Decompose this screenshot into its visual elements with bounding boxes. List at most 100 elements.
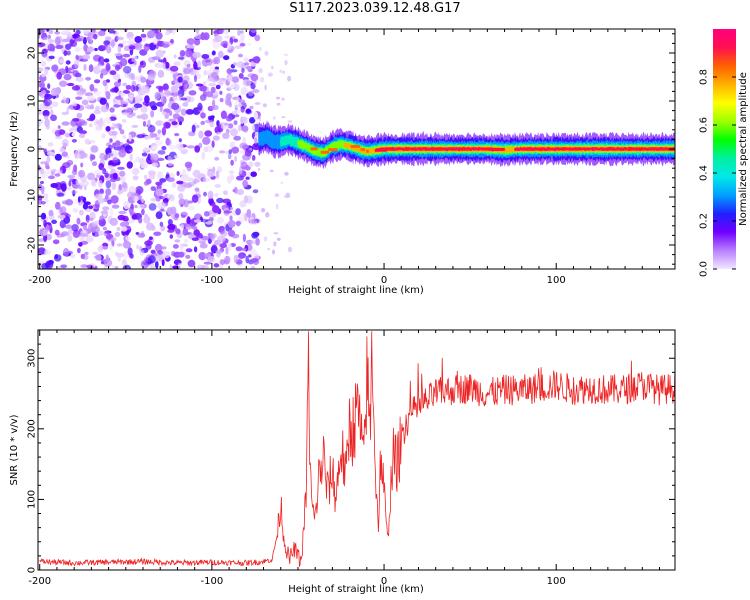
spectrogram-noise-cell <box>262 103 267 108</box>
spectrogram-noise-cell <box>99 190 105 195</box>
spectrogram-noise-cell <box>125 236 131 241</box>
spectrogram-noise-cell <box>155 85 164 90</box>
spectrogram-noise-cell <box>85 76 92 81</box>
spectrogram-ridge-peak <box>377 148 387 152</box>
spectrogram-noise-cell <box>185 109 194 115</box>
spectrogram-noise-cell <box>109 207 114 216</box>
spectrogram-noise-cell <box>46 155 51 164</box>
spectrogram-noise-cell <box>233 254 238 264</box>
spectrogram-ridge-peak <box>555 147 567 151</box>
spectrogram-noise-cell <box>282 70 286 74</box>
colorbar-tick-label: 0.0 <box>699 261 710 277</box>
spectrogram-ridge-peak <box>328 148 338 152</box>
spectrogram-noise-cell <box>44 249 51 256</box>
spectrogram-noise-cell <box>136 204 145 209</box>
spectrogram-noise-cell <box>115 140 121 147</box>
spectrogram-noise-cell <box>200 112 206 119</box>
spectrogram-y-axis-label: Frequency (Hz) <box>9 111 20 187</box>
spectrogram-noise-cell <box>38 238 45 242</box>
spectrogram-noise-cell <box>205 59 211 63</box>
spectrogram-noise-cell <box>155 260 159 269</box>
spectrogram-noise-cell <box>219 259 226 265</box>
spectrogram-noise-cell <box>170 39 174 44</box>
spectrogram-noise-cell <box>65 29 71 32</box>
spectrogram-noise-cell <box>43 219 47 227</box>
colorbar-scale <box>713 29 736 269</box>
spectrogram-noise-cell <box>68 180 72 187</box>
spectrogram-noise-cell <box>147 119 151 128</box>
spectrogram-noise-cell <box>83 63 87 71</box>
spectrogram-noise-cell <box>112 157 119 164</box>
spectrogram-noise-cell <box>252 56 261 64</box>
spectrogram-noise-cell <box>57 214 66 219</box>
spectrogram-noise-cell <box>173 54 177 59</box>
spectrogram-noise-cell <box>191 237 199 241</box>
spectrogram-noise-cell <box>251 124 255 132</box>
spectrogram-noise-cell <box>87 172 95 181</box>
spectrogram-noise-cell <box>99 152 106 160</box>
spectrogram-noise-cell <box>54 153 62 161</box>
spectrogram-noise-cell <box>110 195 119 204</box>
spectrogram-noise-cell <box>111 87 119 93</box>
spectrogram-noise-cell <box>154 29 159 34</box>
spectrogram-noise-cell <box>44 93 50 98</box>
spectrogram-noise-cell <box>43 115 49 120</box>
spectrogram-noise-cell <box>149 263 155 269</box>
spectrogram-noise-cell <box>185 48 193 58</box>
spectrogram-noise-cell <box>166 177 175 183</box>
spectrogram-noise-cell <box>180 173 190 182</box>
spectrogram-noise-cell <box>271 249 276 255</box>
spectrogram-noise-cell <box>235 208 241 216</box>
spectrogram-noise-cell <box>169 65 179 72</box>
spectrogram-noise-cell <box>118 149 127 158</box>
spectrogram-noise-cell <box>72 101 78 107</box>
spectrogram-noise-cell <box>71 190 78 194</box>
spectrogram-noise-cell <box>226 128 230 134</box>
spectrogram-noise-cell <box>177 76 183 83</box>
spectrogram-noise-cell <box>227 123 234 129</box>
spectrogram-noise-cell <box>246 65 252 70</box>
spectrogram-noise-cell <box>203 191 207 197</box>
spectrogram-noise-cell <box>258 68 263 74</box>
spectrogram-noise-cell <box>158 195 164 200</box>
spectrogram-noise-cell <box>133 103 143 109</box>
spectrogram-noise-cell <box>161 41 170 49</box>
spectrogram-noise-cell <box>77 119 86 126</box>
snr-plot-area <box>38 330 675 570</box>
spectrogram-noise-cell <box>81 99 89 106</box>
spectrogram-noise-cell <box>160 225 166 232</box>
spectrogram-noise-cell <box>63 50 68 56</box>
spectrogram-noise-cell <box>238 124 242 132</box>
spectrogram-ridge-peak <box>404 147 414 151</box>
spectrogram-noise-cell <box>128 134 132 142</box>
spectrogram-noise-cell <box>48 55 55 60</box>
spectrogram-noise-cell <box>283 53 289 56</box>
spectrogram-noise-cell <box>79 133 86 139</box>
spectrogram-noise-cell <box>169 194 175 202</box>
spectrogram-noise-cell <box>181 169 186 174</box>
spectrogram-noise-cell <box>232 62 237 66</box>
spectrogram-noise-cell <box>99 97 107 105</box>
spectrogram-ridge-peak <box>572 147 581 151</box>
spectrogram-noise-cell <box>243 57 249 63</box>
spectrogram-ridge-peak <box>413 147 417 151</box>
spectrogram-ridge-peak <box>390 147 395 151</box>
spectrogram-x-tick-label: -200 <box>28 275 51 286</box>
spectrogram-noise-cell <box>220 110 227 120</box>
spectrogram-noise-cell <box>44 99 53 106</box>
spectrogram-ridge-peak <box>360 148 365 152</box>
spectrogram-noise-cell <box>227 75 233 83</box>
spectrogram-y-tick-label: -20 <box>27 237 38 253</box>
spectrogram-noise-cell <box>66 82 75 87</box>
spectrogram-noise-cell <box>52 168 57 172</box>
spectrogram-noise-cell <box>212 41 220 50</box>
spectrogram-noise-cell <box>75 96 83 100</box>
spectrogram-ridge-peak <box>460 147 466 151</box>
spectrogram-noise-cell <box>116 243 123 247</box>
spectrogram-noise-cell <box>161 111 168 116</box>
spectrogram-noise-cell <box>259 46 262 52</box>
spectrogram-noise-cell <box>86 219 90 224</box>
spectrogram-noise-cell <box>208 216 214 222</box>
spectrogram-noise-cell <box>148 70 157 78</box>
spectrogram-noise-cell <box>181 211 188 216</box>
